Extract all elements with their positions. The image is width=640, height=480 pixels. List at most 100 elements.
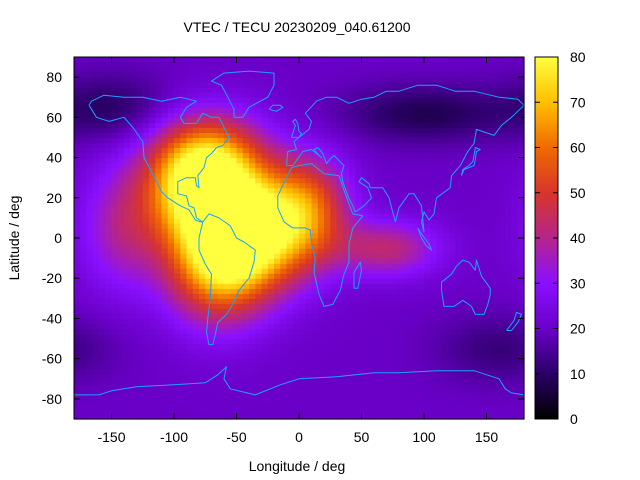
- heatmap-cell: [255, 373, 263, 380]
- heatmap-cell: [442, 313, 450, 320]
- heatmap-cell: [430, 238, 438, 244]
- heatmap-cell: [467, 288, 475, 294]
- heatmap-cell: [167, 137, 175, 144]
- heatmap-cell: [274, 172, 281, 179]
- heatmap-cell: [336, 263, 344, 269]
- heatmap-cell: [299, 243, 306, 249]
- heatmap-cell: [274, 378, 281, 385]
- heatmap-cell: [336, 258, 344, 264]
- heatmap-cell: [417, 373, 425, 380]
- heatmap-cell: [442, 142, 450, 149]
- heatmap-cell: [249, 258, 256, 264]
- heatmap-cell: [367, 278, 375, 284]
- heatmap-cell: [199, 127, 206, 134]
- heatmap-cell: [217, 318, 225, 325]
- heatmap-cell: [267, 238, 275, 244]
- heatmap-cell: [355, 147, 363, 154]
- heatmap-cell: [336, 403, 344, 410]
- heatmap-cell: [167, 253, 175, 259]
- heatmap-cell: [399, 368, 406, 375]
- heatmap-cell: [305, 232, 313, 239]
- heatmap-cell: [292, 303, 300, 309]
- heatmap-cell: [492, 192, 500, 199]
- heatmap-cell: [511, 202, 519, 209]
- heatmap-cell: [511, 283, 519, 289]
- heatmap-cell: [324, 358, 331, 365]
- heatmap-cell: [192, 72, 200, 78]
- heatmap-cell: [174, 137, 181, 144]
- heatmap-cell: [199, 227, 206, 234]
- heatmap-cell: [186, 127, 194, 134]
- heatmap-cell: [99, 92, 106, 98]
- heatmap-cell: [286, 152, 294, 159]
- heatmap-cell: [149, 253, 156, 259]
- heatmap-cell: [274, 72, 281, 78]
- heatmap-cell: [161, 388, 169, 395]
- heatmap-cell: [380, 273, 388, 279]
- heatmap-cell: [405, 378, 413, 385]
- heatmap-cell: [80, 263, 88, 269]
- heatmap-cell: [455, 283, 463, 289]
- heatmap-cell: [392, 273, 400, 279]
- heatmap-cell: [217, 202, 225, 209]
- heatmap-cell: [505, 222, 513, 229]
- heatmap-cell: [305, 308, 313, 315]
- heatmap-cell: [261, 117, 269, 123]
- heatmap-cell: [330, 82, 338, 88]
- heatmap-cell: [130, 167, 138, 174]
- heatmap-cell: [186, 177, 194, 184]
- heatmap-cell: [492, 263, 500, 269]
- heatmap-cell: [274, 137, 281, 144]
- heatmap-cell: [424, 338, 431, 345]
- heatmap-cell: [455, 303, 463, 309]
- heatmap-cell: [380, 187, 388, 194]
- heatmap-cell: [311, 403, 319, 410]
- heatmap-cell: [80, 248, 88, 254]
- heatmap-cell: [249, 353, 256, 360]
- heatmap-cell: [186, 408, 194, 415]
- heatmap-cell: [299, 82, 306, 88]
- heatmap-cell: [405, 192, 413, 199]
- heatmap-cell: [286, 353, 294, 360]
- heatmap-cell: [480, 293, 488, 299]
- heatmap-cell: [355, 318, 363, 325]
- heatmap-cell: [361, 157, 369, 164]
- heatmap-cell: [236, 378, 244, 385]
- heatmap-cell: [199, 142, 206, 149]
- heatmap-cell: [80, 147, 88, 154]
- heatmap-cell: [305, 338, 313, 345]
- heatmap-cell: [386, 147, 394, 154]
- heatmap-cell: [361, 217, 369, 224]
- heatmap-cell: [167, 283, 175, 289]
- heatmap-cell: [86, 222, 94, 229]
- heatmap-cell: [505, 87, 513, 93]
- heatmap-cell: [217, 393, 225, 400]
- heatmap-cell: [392, 373, 400, 380]
- heatmap-cell: [236, 348, 244, 355]
- heatmap-cell: [242, 333, 250, 340]
- heatmap-cell: [455, 87, 463, 93]
- heatmap-cell: [86, 132, 94, 139]
- heatmap-cell: [355, 77, 363, 83]
- heatmap-cell: [436, 283, 444, 289]
- heatmap-cell: [74, 263, 81, 269]
- heatmap-cell: [517, 378, 525, 385]
- heatmap-cell: [455, 328, 463, 335]
- heatmap-cell: [467, 232, 475, 239]
- heatmap-cell: [430, 308, 438, 315]
- heatmap-cell: [161, 303, 169, 309]
- heatmap-cell: [186, 348, 194, 355]
- heatmap-cell: [174, 232, 181, 239]
- heatmap-cell: [286, 187, 294, 194]
- heatmap-cell: [224, 217, 231, 224]
- heatmap-cell: [324, 202, 331, 209]
- heatmap-cell: [355, 303, 363, 309]
- heatmap-cell: [224, 408, 231, 415]
- heatmap-cell: [224, 72, 231, 78]
- heatmap-cell: [336, 323, 344, 330]
- heatmap-cell: [180, 373, 188, 380]
- heatmap-cell: [174, 147, 181, 154]
- heatmap-cell: [392, 288, 400, 294]
- heatmap-cell: [449, 187, 456, 194]
- heatmap-cell: [442, 132, 450, 139]
